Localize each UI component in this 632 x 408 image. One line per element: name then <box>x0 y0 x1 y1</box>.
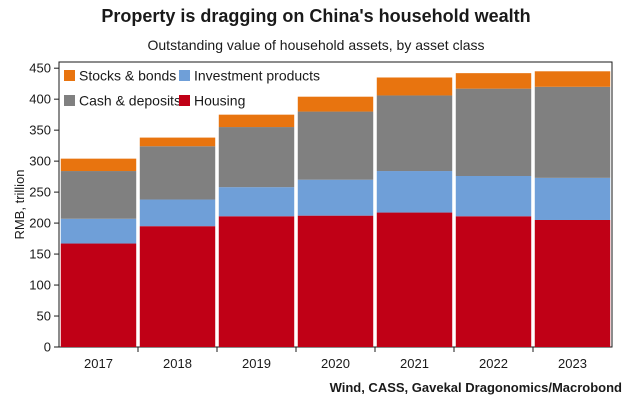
legend-swatch <box>179 95 190 106</box>
bar-segment <box>60 218 137 244</box>
bar-segment <box>218 187 295 217</box>
x-tick-label: 2020 <box>321 356 350 371</box>
bar-segment <box>534 177 611 220</box>
bar-segment <box>534 219 611 347</box>
bar-segment <box>218 127 295 188</box>
y-axis-label: RMB, trillion <box>12 169 27 239</box>
y-tick-label: 300 <box>29 154 51 169</box>
legend-swatch <box>64 70 75 81</box>
y-tick-label: 450 <box>29 61 51 76</box>
bar-segment <box>218 114 295 128</box>
bar-segment <box>455 176 532 217</box>
y-tick-label: 350 <box>29 123 51 138</box>
bar-segment <box>376 77 453 96</box>
bar-segment <box>534 86 611 178</box>
y-tick-label: 50 <box>37 309 51 324</box>
legend-swatch <box>179 70 190 81</box>
y-tick-label: 100 <box>29 278 51 293</box>
bar-segment <box>455 88 532 176</box>
bar-segment <box>297 215 374 347</box>
legend-label: Investment products <box>194 68 320 84</box>
bar-segment <box>60 158 137 172</box>
legend-label: Cash & deposits <box>79 93 181 109</box>
bar-segment <box>139 146 216 200</box>
x-tick-label: 2022 <box>479 356 508 371</box>
chart-source: Wind, CASS, Gavekal Dragonomics/Macrobon… <box>329 380 622 395</box>
bar-segment <box>455 73 532 89</box>
x-tick-label: 2019 <box>242 356 271 371</box>
x-tick-label: 2021 <box>400 356 429 371</box>
legend-label: Housing <box>194 93 245 109</box>
x-tick-label: 2017 <box>84 356 113 371</box>
chart-subtitle: Outstanding value of household assets, b… <box>147 37 485 53</box>
bar-segment <box>139 199 216 227</box>
y-tick-label: 400 <box>29 92 51 107</box>
bar-segment <box>376 171 453 213</box>
bar-segment <box>376 212 453 347</box>
bar-segment <box>297 179 374 216</box>
bar-segment <box>297 111 374 180</box>
y-tick-label: 200 <box>29 216 51 231</box>
chart-title: Property is dragging on China's househol… <box>101 6 531 26</box>
legend-swatch <box>64 95 75 106</box>
bar-segment <box>60 243 137 347</box>
bar-segment <box>139 137 216 147</box>
y-tick-label: 150 <box>29 247 51 262</box>
y-tick-label: 0 <box>44 340 51 355</box>
bar-segment <box>218 216 295 347</box>
y-tick-label: 250 <box>29 185 51 200</box>
x-tick-label: 2018 <box>163 356 192 371</box>
bar-segment <box>376 95 453 172</box>
legend-label: Stocks & bonds <box>79 68 176 84</box>
bar-segment <box>139 226 216 347</box>
x-tick-label: 2023 <box>558 356 587 371</box>
bar-segment <box>60 171 137 219</box>
bar-segment <box>455 216 532 347</box>
bar-segment <box>534 71 611 87</box>
bar-segment <box>297 96 374 112</box>
